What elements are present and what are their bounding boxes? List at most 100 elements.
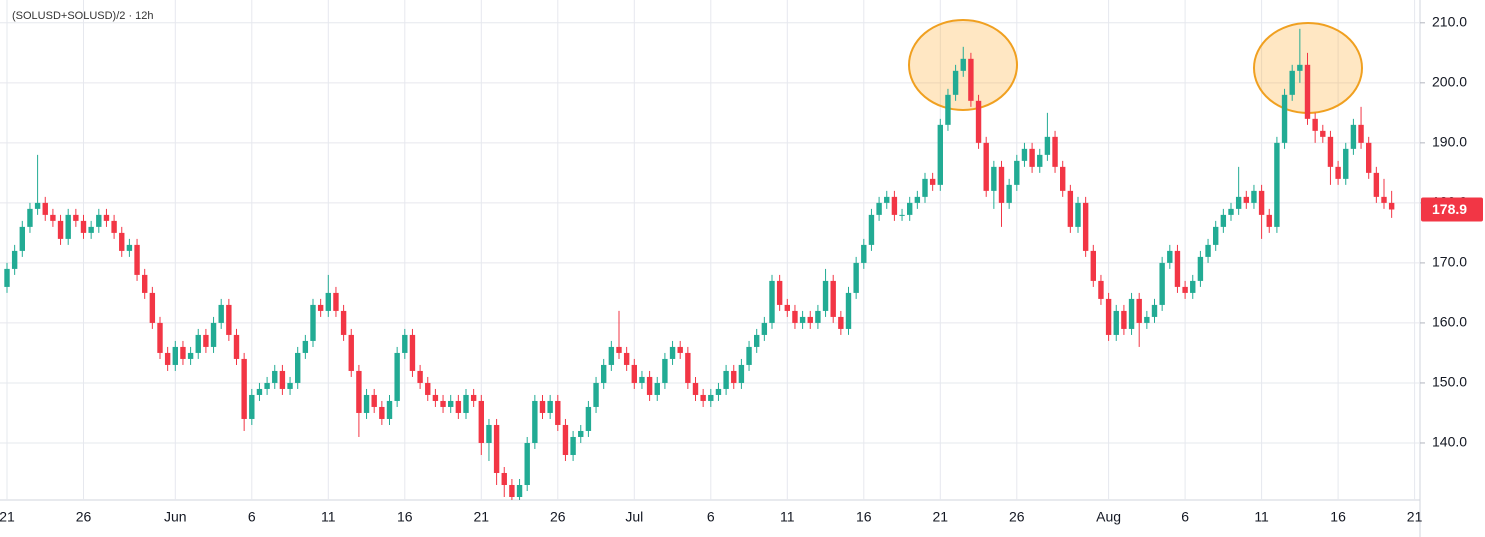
candle-body: [42, 202, 48, 215]
candle-body: [631, 364, 637, 383]
candle-body: [417, 370, 423, 383]
candle-body: [348, 334, 354, 371]
candle-body: [478, 400, 484, 443]
candle-body: [195, 334, 201, 353]
x-tick-label: 21: [0, 509, 15, 525]
candle-body: [493, 424, 500, 473]
x-tick-label: 16: [1330, 509, 1346, 525]
candle-body: [907, 202, 913, 215]
candle-body: [371, 394, 377, 407]
last-price-label: 178.9: [1432, 201, 1467, 217]
x-tick-label: 11: [780, 509, 795, 525]
candle-body: [838, 316, 844, 329]
candle-body: [142, 274, 148, 293]
candle-body: [172, 346, 178, 365]
candle-body: [356, 370, 362, 413]
candle-body: [226, 304, 232, 335]
candle-body: [1258, 190, 1265, 215]
candle-body: [685, 352, 691, 383]
candle-body: [792, 310, 798, 323]
candle-body: [164, 352, 171, 365]
candle-body: [1381, 196, 1387, 203]
candle-body: [340, 310, 347, 335]
candle-body: [1113, 310, 1119, 335]
candle-body: [1037, 154, 1043, 167]
candle-body: [1274, 142, 1280, 227]
candle-body: [34, 202, 41, 209]
candle-body: [1144, 316, 1150, 323]
candle-body: [601, 364, 607, 383]
candle-body: [952, 70, 959, 95]
candle-body: [1327, 136, 1334, 167]
candle-body: [1197, 256, 1204, 281]
x-tick-label: 26: [1009, 509, 1025, 525]
candle-body: [1289, 70, 1295, 95]
y-tick-label: 190.0: [1432, 134, 1467, 150]
y-tick-label: 140.0: [1432, 434, 1467, 450]
candle-body: [379, 406, 385, 419]
candle-body: [264, 382, 270, 389]
candle-body: [700, 394, 706, 401]
candle-body: [203, 334, 209, 347]
candle-body: [65, 214, 71, 239]
candle-body: [1297, 64, 1303, 71]
x-tick-label: Jul: [625, 509, 643, 525]
candle-body: [524, 442, 530, 485]
x-tick-label: Aug: [1096, 509, 1121, 525]
x-tick-label: 21: [1407, 509, 1423, 525]
candle-body: [287, 382, 293, 389]
candle-body: [845, 292, 852, 329]
candle-body: [639, 376, 645, 383]
candle-body: [1044, 136, 1051, 155]
candle-body: [19, 226, 25, 251]
candle-body: [111, 220, 117, 233]
x-tick-label: 6: [707, 509, 715, 525]
candle-body: [662, 358, 668, 383]
candle-body: [1266, 214, 1272, 227]
candle-body: [677, 346, 683, 353]
candle-body: [386, 400, 393, 419]
candle-body: [295, 352, 301, 383]
candle-body: [256, 388, 263, 395]
candle-body: [425, 382, 431, 395]
candle-body: [1251, 190, 1257, 203]
candle-body: [1320, 130, 1326, 137]
candle-body: [463, 394, 469, 413]
candle-body: [241, 358, 247, 419]
candle-body: [486, 424, 492, 443]
candle-body: [126, 244, 133, 251]
candle-body: [57, 220, 64, 239]
candle-body: [654, 382, 660, 395]
candle-body: [669, 346, 676, 359]
x-tick-label: 26: [76, 509, 92, 525]
candle-body: [853, 262, 859, 293]
candle-body: [1228, 208, 1234, 215]
candle-body: [616, 346, 622, 353]
candle-body: [1060, 166, 1066, 191]
candle-body: [922, 178, 928, 197]
candle-body: [1366, 142, 1372, 173]
candle-body: [937, 124, 943, 185]
y-tick-label: 200.0: [1432, 74, 1467, 90]
chart-title: (SOLUSD+SOLUSD)/2 · 12h: [12, 10, 154, 22]
candle-body: [731, 370, 737, 383]
candle-body: [914, 196, 921, 203]
candle-body: [4, 268, 10, 287]
candle-body: [1167, 250, 1173, 263]
candle-body: [279, 370, 286, 389]
y-tick-label: 170.0: [1432, 254, 1467, 270]
candle-body: [1075, 202, 1081, 227]
candle-body: [929, 178, 936, 185]
x-tick-label: 6: [1181, 509, 1189, 525]
candle-body: [455, 400, 462, 413]
candle-body: [233, 334, 240, 359]
candle-body: [1121, 310, 1127, 329]
candle-body: [1358, 124, 1364, 143]
candle-body: [1190, 280, 1196, 293]
candle-body: [96, 214, 102, 227]
candle-body: [249, 394, 255, 419]
candle-body: [799, 316, 806, 323]
candle-body: [608, 346, 615, 365]
y-tick-label: 160.0: [1432, 314, 1467, 330]
candle-body: [272, 370, 278, 383]
